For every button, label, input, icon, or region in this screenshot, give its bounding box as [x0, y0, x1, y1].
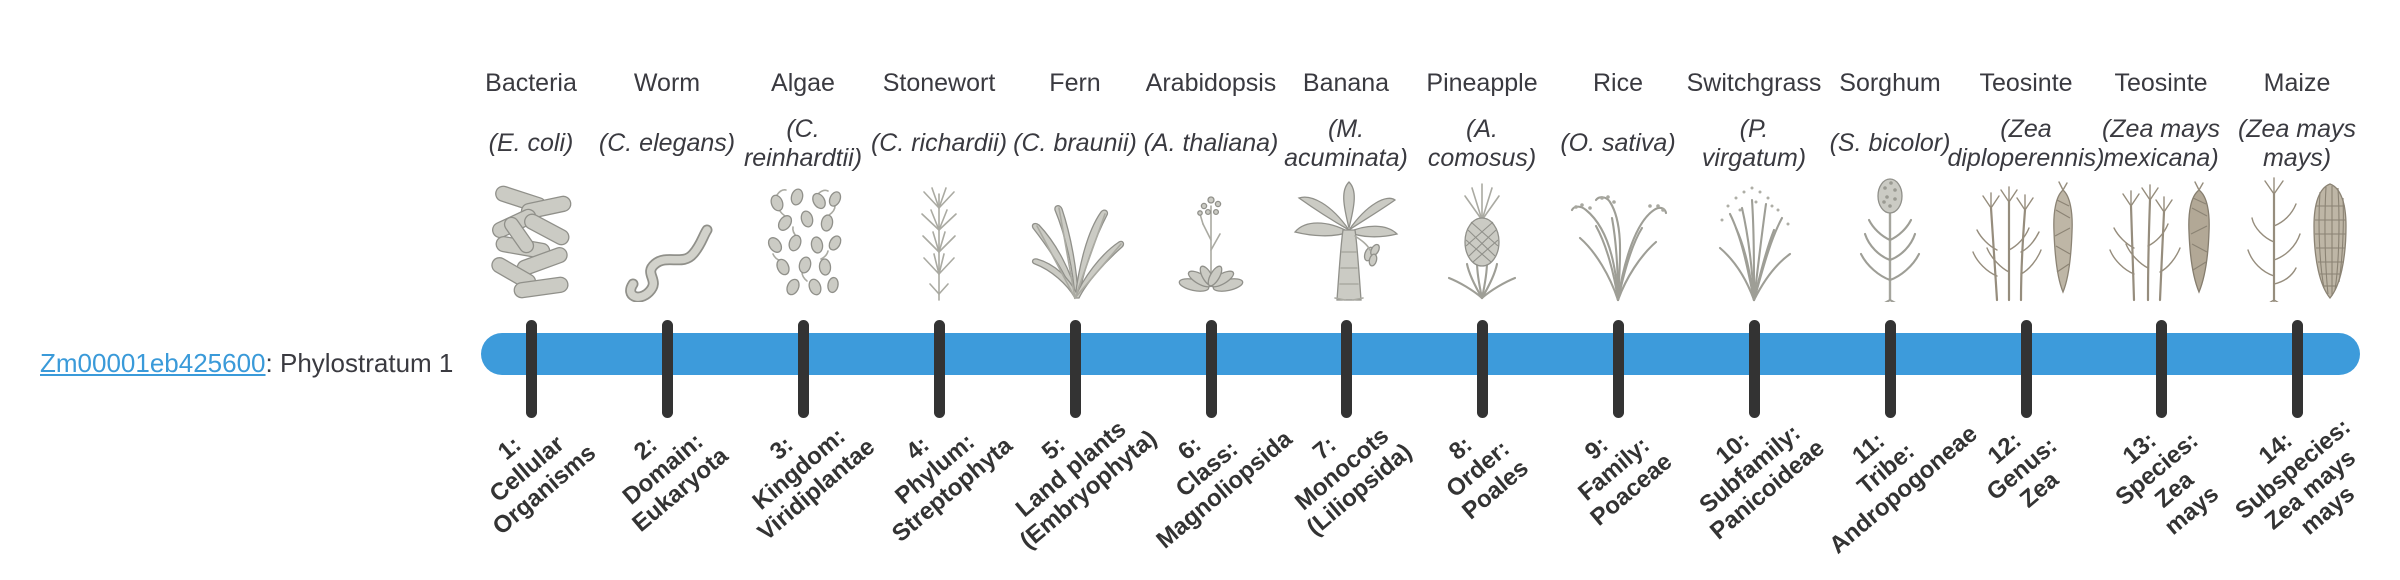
organism-species-name: (Zea mays mexicana)	[2101, 114, 2221, 173]
stratum-column-14: Maize (Zea mays mays)	[2229, 0, 2365, 580]
organism-common-name: Arabidopsis	[1145, 68, 1277, 97]
timeline-tick	[2020, 320, 2032, 418]
phylostratum-text: : Phylostratum 1	[265, 348, 454, 378]
timeline-tick	[2155, 320, 2167, 418]
timeline-tick	[661, 320, 673, 418]
timeline-tick	[1340, 320, 1352, 418]
stratum-column-1: Bacteria (E. coli) 1: Cellular Organisms	[463, 0, 602, 580]
stonewort-illustration	[861, 172, 1017, 302]
stage-label: 9: Family: Poaceae	[1573, 431, 1678, 532]
timeline-tick	[797, 320, 809, 418]
stratum-column-10: Switchgrass (P. virgatum)	[1686, 0, 1830, 580]
timeline-tick	[1612, 320, 1624, 418]
organism-common-name: Pineapple	[1426, 68, 1538, 97]
stratum-column-5: Fern (C. braunii) 5: Land plants (Embryo…	[1007, 0, 1162, 580]
timeline-tick	[525, 320, 537, 418]
timeline-tick	[1748, 320, 1760, 418]
organism-common-name: Algae	[771, 68, 835, 97]
organism-common-name: Worm	[633, 68, 701, 97]
stratum-column-12: Teosinte (Zea diploperennis)	[1947, 0, 2104, 580]
teosinte-diploperennis-illustration	[1948, 172, 2104, 302]
organism-species-name: (C. reinhardtii)	[743, 114, 863, 173]
organism-common-name: Switchgrass	[1686, 68, 1822, 97]
stage-label: 7: Monocots (Liliopsida)	[1290, 422, 1418, 542]
organism-common-name: Fern	[1049, 68, 1101, 97]
organism-common-name: Sorghum	[1839, 68, 1941, 97]
timeline-tick	[1205, 320, 1217, 418]
organism-species-name: (O. sativa)	[1560, 129, 1676, 158]
phylostratum-bar	[481, 333, 2360, 375]
stage-label: 8: Order: Poales	[1441, 431, 1534, 526]
organism-common-name: Teosinte	[2114, 68, 2208, 97]
organism-species-name: (C. elegans)	[598, 129, 736, 158]
organism-species-name: (C. richardii)	[870, 129, 1008, 158]
organism-species-name: (C. braunii)	[1013, 129, 1137, 158]
stratum-column-11: Sorghum (S. bicolor) 11: Tribe:	[1822, 0, 1982, 580]
worm-illustration	[589, 172, 745, 302]
arabidopsis-illustration	[1133, 172, 1289, 302]
timeline-tick	[1884, 320, 1896, 418]
stage-label: 10: Subfamily: Panicoideae	[1694, 419, 1830, 546]
stratum-column-8: Pineapple (A. comosus)	[1414, 0, 1550, 580]
stratum-column-7: Banana (M. acuminata)	[1278, 0, 1417, 580]
gene-id-link[interactable]: Zm00001eb425600	[40, 348, 266, 378]
sorghum-illustration	[1812, 172, 1968, 302]
algae-illustration	[725, 172, 881, 302]
stage-label: 3: Kingdom: Viridiplantae	[747, 422, 881, 547]
fern-illustration	[997, 172, 1153, 302]
stratum-column-9: Rice (O. sativa)	[1550, 0, 1686, 580]
timeline-tick	[1069, 320, 1081, 418]
teosinte-mexicana-illustration	[2083, 172, 2239, 302]
organism-species-name: (P. virgatum)	[1701, 114, 1807, 173]
stratum-column-4: Stonewort (C. richardii) 4: Phylum: Stre…	[871, 0, 1018, 580]
timeline-tick	[933, 320, 945, 418]
organism-species-name: (Zea diploperennis)	[1947, 114, 2105, 173]
stage-label: 2: Domain: Eukaryota	[617, 427, 734, 538]
organism-species-name: (A. comosus)	[1427, 114, 1537, 173]
organism-common-name: Maize	[2263, 68, 2331, 97]
switchgrass-illustration	[1676, 172, 1832, 302]
organism-common-name: Bacteria	[485, 68, 577, 97]
pineapple-illustration	[1404, 172, 1560, 302]
stage-label: 12: Genus: Zea	[1981, 426, 2065, 514]
stage-label: 14: Subspecies: Zea mays mays	[2230, 413, 2362, 541]
timeline-tick	[2291, 320, 2303, 418]
stratum-column-13: Teosinte (Zea mays mexicana)	[2093, 0, 2229, 580]
maize-illustration	[2219, 172, 2375, 302]
organism-common-name: Rice	[1592, 68, 1643, 97]
gene-label: Zm00001eb425600: Phylostratum 1	[40, 348, 453, 379]
stratum-column-2: Worm (C. elegans) 2: Domain: Eukaryota	[599, 0, 735, 580]
organism-species-name: (E. coli)	[488, 129, 574, 158]
banana-illustration	[1268, 172, 1424, 302]
organism-species-name: (S. bicolor)	[1829, 129, 1951, 158]
organism-species-name: (M. acuminata)	[1284, 114, 1408, 173]
stratum-column-3: Algae (C. reinhardtii)	[735, 0, 880, 580]
organism-common-name: Teosinte	[1979, 68, 2073, 97]
stratum-column-6: Arabidopsis (A. thaliana) 6:	[1143, 0, 1298, 580]
bacteria-illustration	[453, 172, 609, 302]
organism-species-name: (A. thaliana)	[1143, 129, 1279, 158]
organism-common-name: Banana	[1302, 68, 1390, 97]
organism-common-name: Stonewort	[882, 68, 996, 97]
stage-label: 1: Cellular Organisms	[484, 430, 602, 541]
organism-species-name: (Zea mays mays)	[2237, 114, 2357, 173]
timeline-tick	[1476, 320, 1488, 418]
rice-illustration	[1540, 172, 1696, 302]
